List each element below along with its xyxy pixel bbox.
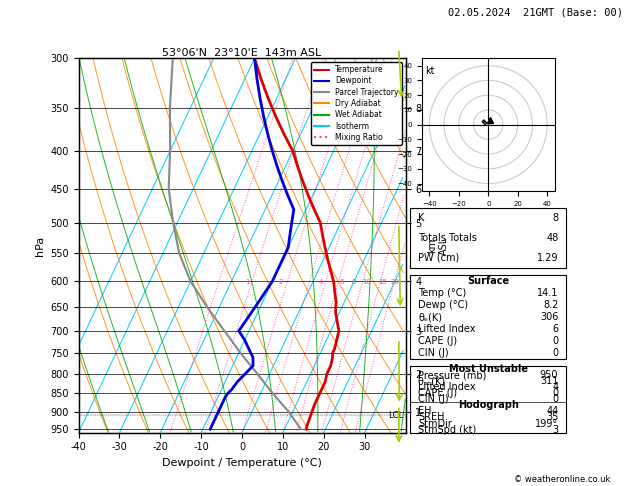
Text: 311: 311 [540, 376, 559, 386]
Text: Surface: Surface [467, 276, 509, 286]
Text: © weatheronline.co.uk: © weatheronline.co.uk [514, 474, 610, 484]
Text: 10: 10 [362, 278, 371, 284]
Title: 53°06'N  23°10'E  143m ASL: 53°06'N 23°10'E 143m ASL [162, 48, 321, 57]
Text: CIN (J): CIN (J) [418, 395, 449, 404]
Text: 44: 44 [546, 406, 559, 417]
Text: 15: 15 [378, 278, 387, 284]
Text: StmSpd (kt): StmSpd (kt) [418, 425, 476, 434]
Text: 306: 306 [540, 312, 559, 322]
Text: Lifted Index: Lifted Index [418, 324, 476, 334]
Text: 0: 0 [552, 336, 559, 346]
Text: Hodograph: Hodograph [458, 400, 519, 410]
Text: LCL: LCL [389, 411, 404, 420]
Y-axis label: km
ASL: km ASL [427, 236, 448, 255]
Text: θₑ(K): θₑ(K) [418, 312, 442, 322]
Text: 35: 35 [546, 413, 559, 422]
Text: 950: 950 [540, 370, 559, 380]
Text: 4: 4 [319, 278, 323, 284]
Text: Temp (°C): Temp (°C) [418, 288, 467, 298]
Y-axis label: hPa: hPa [35, 235, 45, 256]
Text: CIN (J): CIN (J) [418, 348, 449, 358]
Text: 6: 6 [340, 278, 344, 284]
Text: 6: 6 [552, 324, 559, 334]
Text: SREH: SREH [418, 413, 445, 422]
Text: 02.05.2024  21GMT (Base: 00): 02.05.2024 21GMT (Base: 00) [448, 7, 623, 17]
Text: 0: 0 [552, 388, 559, 399]
Text: Dewp (°C): Dewp (°C) [418, 300, 469, 310]
Text: EH: EH [418, 406, 431, 417]
Text: 2: 2 [278, 278, 282, 284]
Text: 3: 3 [552, 425, 559, 434]
Text: 1.29: 1.29 [537, 253, 559, 263]
Text: Lifted Index: Lifted Index [418, 382, 476, 392]
Text: 0: 0 [552, 395, 559, 404]
Text: K: K [418, 213, 425, 223]
Text: PW (cm): PW (cm) [418, 253, 459, 263]
Text: θₑ (K): θₑ (K) [418, 376, 445, 386]
Text: 48: 48 [546, 233, 559, 243]
Text: 14.1: 14.1 [537, 288, 559, 298]
Text: Pressure (mb): Pressure (mb) [418, 370, 487, 380]
Text: 1: 1 [245, 278, 250, 284]
Text: 20: 20 [391, 278, 399, 284]
Text: CAPE (J): CAPE (J) [418, 336, 457, 346]
Text: 8.2: 8.2 [543, 300, 559, 310]
Text: 4: 4 [552, 382, 559, 392]
Text: Totals Totals: Totals Totals [418, 233, 477, 243]
Text: StmDir: StmDir [418, 418, 452, 429]
Text: 8: 8 [352, 278, 356, 284]
Text: 8: 8 [552, 213, 559, 223]
Text: CAPE (J): CAPE (J) [418, 388, 457, 399]
X-axis label: Dewpoint / Temperature (°C): Dewpoint / Temperature (°C) [162, 458, 322, 468]
Text: 0: 0 [552, 348, 559, 358]
Text: kt: kt [425, 66, 435, 76]
Legend: Temperature, Dewpoint, Parcel Trajectory, Dry Adiabat, Wet Adiabat, Isotherm, Mi: Temperature, Dewpoint, Parcel Trajectory… [311, 62, 402, 145]
Text: 199°: 199° [535, 418, 559, 429]
Text: Most Unstable: Most Unstable [448, 364, 528, 374]
